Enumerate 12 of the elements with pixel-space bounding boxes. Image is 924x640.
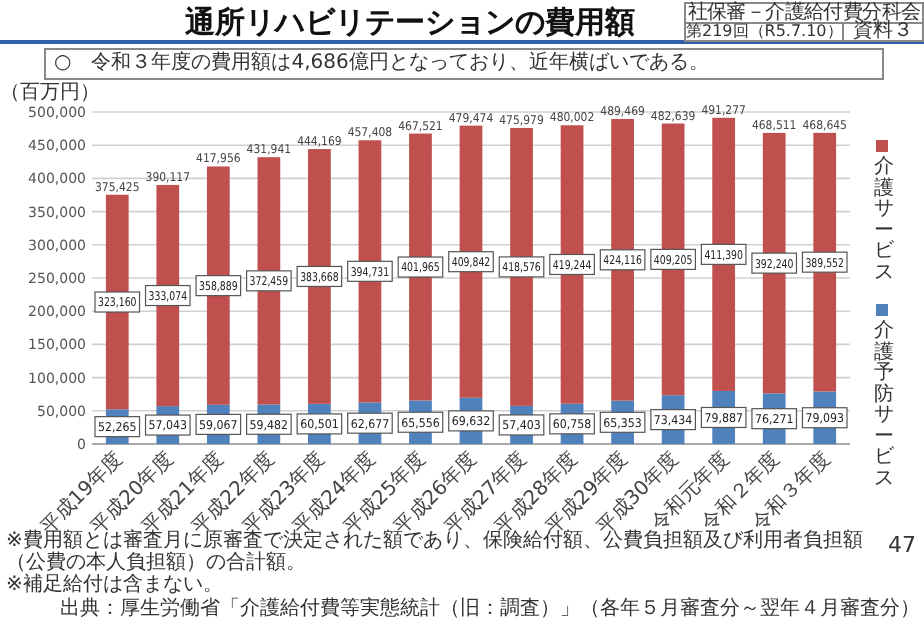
legend-label: 介護予防サービス (872, 320, 896, 490)
source-note: 出典：厚生労働省「介護給付費等実態統計（旧：調査）」（各年５月審査分～翌年４月審査分） (58, 598, 920, 620)
text: ※補足給付は含まない。 (6, 574, 225, 596)
text: 47 (888, 532, 916, 558)
chart-subtitle: ○ 令和３年度の費用額は4,686億円となっており、近年横ばいである。 (44, 48, 884, 80)
y-axis-title: （百万円） (0, 82, 100, 104)
text: 社保審－介護給付費分科会 (684, 2, 924, 24)
text: 資料３ (842, 20, 924, 42)
legend-label: 介護サービス (872, 156, 896, 284)
chart-title: 通所リハビリテーションの費用額 (183, 4, 637, 42)
text: 第219回（R5.7.10） (684, 22, 844, 42)
text: ※費用額とは審査月に原審査で決定された額であり、保険給付額、公費負担額及び利用者負担額（公費の本人負担額）の合計額。 (6, 530, 865, 574)
